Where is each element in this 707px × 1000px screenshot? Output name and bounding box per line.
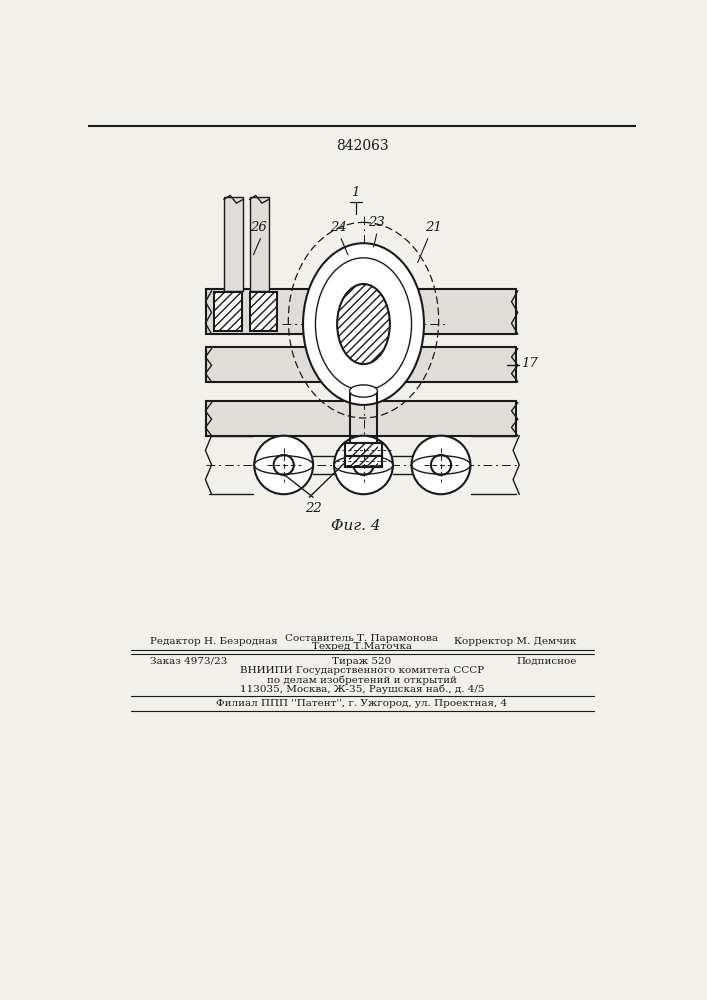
Bar bbox=[250, 292, 277, 331]
Circle shape bbox=[411, 436, 470, 494]
Text: Филиал ППП ''Патент'', г. Ужгород, ул. Проектная, 4: Филиал ППП ''Патент'', г. Ужгород, ул. П… bbox=[216, 699, 508, 708]
Bar bbox=[224, 197, 243, 291]
Bar bbox=[206, 289, 516, 334]
Text: Заказ 4973/23: Заказ 4973/23 bbox=[151, 657, 228, 666]
Text: Φиг. 4: Φиг. 4 bbox=[331, 519, 380, 533]
Ellipse shape bbox=[303, 243, 424, 405]
Bar bbox=[345, 443, 382, 456]
Circle shape bbox=[255, 436, 313, 494]
Text: 22: 22 bbox=[305, 502, 322, 515]
Text: 113035, Москва, Ж-35, Раушская наб., д. 4/5: 113035, Москва, Ж-35, Раушская наб., д. … bbox=[240, 684, 484, 694]
Bar bbox=[206, 347, 516, 382]
Bar bbox=[206, 401, 516, 436]
Text: 17: 17 bbox=[521, 357, 537, 370]
Text: Подписное: Подписное bbox=[516, 657, 577, 666]
Text: Корректор М. Демчик: Корректор М. Демчик bbox=[455, 637, 577, 646]
Bar bbox=[349, 443, 378, 456]
Bar bbox=[214, 292, 242, 331]
Ellipse shape bbox=[315, 258, 411, 390]
Text: 26: 26 bbox=[250, 221, 267, 234]
Bar bbox=[345, 456, 382, 467]
Bar bbox=[345, 443, 382, 456]
Bar bbox=[250, 197, 269, 291]
Ellipse shape bbox=[337, 284, 390, 364]
Text: 23: 23 bbox=[368, 216, 385, 229]
Text: Тираж 520: Тираж 520 bbox=[332, 657, 392, 666]
Bar bbox=[345, 456, 382, 467]
Text: ВНИИПИ Государственного комитета СССР: ВНИИПИ Государственного комитета СССР bbox=[240, 666, 484, 675]
Text: Редактор Н. Безродная: Редактор Н. Безродная bbox=[151, 637, 278, 646]
Text: 1: 1 bbox=[351, 186, 360, 199]
Text: 842063: 842063 bbox=[336, 139, 388, 153]
Text: Техред Т.Маточка: Техред Т.Маточка bbox=[312, 642, 412, 651]
Text: Составитель Т. Парамонова: Составитель Т. Парамонова bbox=[286, 634, 438, 643]
Bar bbox=[349, 456, 378, 467]
Text: 24: 24 bbox=[329, 221, 346, 234]
Text: 21: 21 bbox=[426, 221, 443, 234]
Ellipse shape bbox=[349, 385, 378, 397]
Text: по делам изобретений и открытий: по делам изобретений и открытий bbox=[267, 675, 457, 685]
Circle shape bbox=[334, 436, 393, 494]
